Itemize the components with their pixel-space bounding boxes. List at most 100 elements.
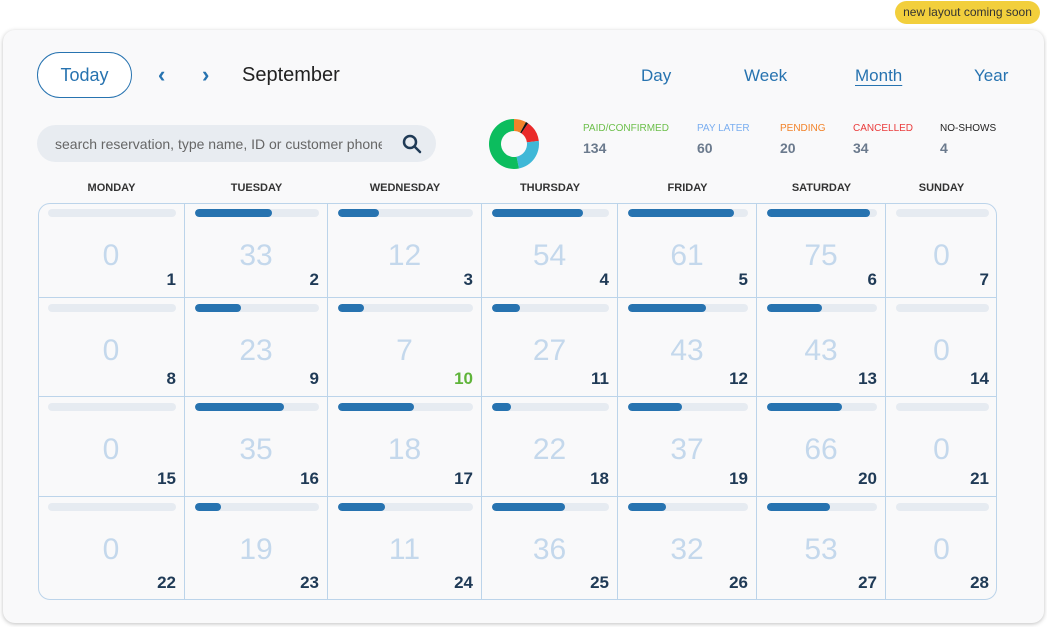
- reservation-count: 0: [933, 334, 950, 367]
- occupancy-fill: [492, 503, 565, 511]
- reservation-count: 0: [933, 433, 950, 466]
- day-cell[interactable]: 33 2: [185, 204, 328, 298]
- day-number: 3: [463, 270, 473, 289]
- day-cell[interactable]: 32 26: [618, 497, 757, 599]
- day-number: 22: [157, 573, 176, 592]
- day-cell[interactable]: 11 24: [328, 497, 482, 599]
- day-cell[interactable]: 12 3: [328, 204, 482, 298]
- reservation-count: 18: [387, 433, 422, 466]
- stat-no-shows: NO-SHOWS 4: [940, 123, 996, 156]
- stat-paid-confirmed: PAID/CONFIRMED 134: [583, 123, 669, 156]
- today-button[interactable]: Today: [37, 52, 132, 98]
- reservation-count: 0: [933, 239, 950, 272]
- occupancy-bar: [492, 503, 609, 511]
- occupancy-fill: [628, 209, 734, 217]
- occupancy-bar: [896, 304, 989, 312]
- occupancy-bar: [492, 209, 609, 217]
- view-week-tab[interactable]: Week: [744, 66, 788, 85]
- stat-label: PENDING: [780, 123, 826, 134]
- stat-pending: PENDING 20: [780, 123, 826, 156]
- day-cell[interactable]: 37 19: [618, 397, 757, 497]
- occupancy-bar: [628, 503, 748, 511]
- day-cell[interactable]: 66 20: [757, 397, 886, 497]
- day-number: 21: [970, 469, 989, 488]
- day-cell[interactable]: 0 28: [886, 497, 996, 599]
- day-cell[interactable]: 7 10: [328, 298, 482, 397]
- day-number: 25: [590, 573, 609, 592]
- day-number: 18: [590, 469, 609, 488]
- day-cell[interactable]: 27 11: [482, 298, 618, 397]
- day-cell[interactable]: 19 23: [185, 497, 328, 599]
- occupancy-fill: [195, 304, 241, 312]
- occupancy-bar: [492, 403, 609, 411]
- next-month-button[interactable]: ›: [202, 62, 210, 87]
- day-number: 6: [867, 270, 877, 289]
- reservation-count: 33: [239, 239, 273, 272]
- day-number: 5: [738, 270, 748, 289]
- view-month-tab[interactable]: Month: [855, 66, 903, 85]
- reservation-count: 61: [670, 239, 704, 272]
- donut-slice-cancelled: [521, 123, 539, 143]
- stat-label: NO-SHOWS: [940, 123, 997, 134]
- status-donut-chart: [489, 119, 539, 169]
- occupancy-bar: [48, 209, 176, 217]
- stat-value: 60: [697, 140, 713, 156]
- day-cell[interactable]: 43 13: [757, 298, 886, 397]
- occupancy-fill: [767, 304, 822, 312]
- search-icon[interactable]: [402, 134, 422, 154]
- day-number: 2: [309, 270, 319, 289]
- occupancy-fill: [195, 503, 222, 511]
- stat-pay-later: PAY LATER 60: [697, 123, 750, 156]
- day-cell[interactable]: 36 25: [482, 497, 618, 599]
- reservation-count: 12: [387, 239, 422, 272]
- day-cell[interactable]: 61 5: [618, 204, 757, 298]
- day-cell[interactable]: 35 16: [185, 397, 328, 497]
- reservation-count: 0: [102, 334, 120, 367]
- occupancy-fill: [195, 403, 285, 411]
- day-cell[interactable]: 75 6: [757, 204, 886, 298]
- day-cell[interactable]: 0 21: [886, 397, 996, 497]
- stat-label: PAID/CONFIRMED: [583, 123, 669, 134]
- day-cell[interactable]: 18 17: [328, 397, 482, 497]
- weekday-header: FRIDAY: [667, 182, 708, 194]
- new-layout-badge: new layout coming soon: [895, 1, 1040, 24]
- day-number: 12: [729, 369, 748, 388]
- day-number: 8: [166, 369, 176, 388]
- reservation-count: 37: [670, 433, 704, 466]
- day-cell[interactable]: 43 12: [618, 298, 757, 397]
- day-cell[interactable]: 23 9: [185, 298, 328, 397]
- view-day-tab[interactable]: Day: [641, 66, 672, 85]
- day-cell[interactable]: 54 4: [482, 204, 618, 298]
- stat-label: CANCELLED: [853, 123, 914, 134]
- view-year-tab[interactable]: Year: [974, 66, 1009, 85]
- day-cell[interactable]: 53 27: [757, 497, 886, 599]
- day-number: 11: [591, 369, 609, 388]
- occupancy-fill: [767, 209, 871, 217]
- occupancy-bar: [48, 304, 176, 312]
- reservation-count: 22: [532, 433, 567, 466]
- day-cell[interactable]: 0 14: [886, 298, 996, 397]
- reservation-count: 66: [804, 433, 838, 466]
- occupancy-bar: [195, 209, 319, 217]
- day-cell[interactable]: 22 18: [482, 397, 618, 497]
- occupancy-bar: [195, 403, 319, 411]
- occupancy-bar: [48, 503, 176, 511]
- occupancy-fill: [628, 304, 706, 312]
- weekday-header: WEDNESDAY: [369, 182, 441, 194]
- stat-value: 4: [940, 140, 948, 156]
- reservation-count: 0: [102, 533, 120, 566]
- stat-value: 134: [583, 140, 607, 156]
- donut-slice-pending: [514, 119, 526, 133]
- stat-value: 20: [780, 140, 796, 156]
- day-cell[interactable]: 0 15: [39, 397, 185, 497]
- day-cell[interactable]: 0 22: [39, 497, 185, 599]
- donut-slice-no-shows: [520, 122, 529, 134]
- weekday-header: SUNDAY: [918, 182, 965, 194]
- search-input[interactable]: [37, 125, 382, 162]
- occupancy-bar: [628, 304, 748, 312]
- prev-month-button[interactable]: ‹: [158, 62, 166, 87]
- occupancy-bar: [338, 209, 473, 217]
